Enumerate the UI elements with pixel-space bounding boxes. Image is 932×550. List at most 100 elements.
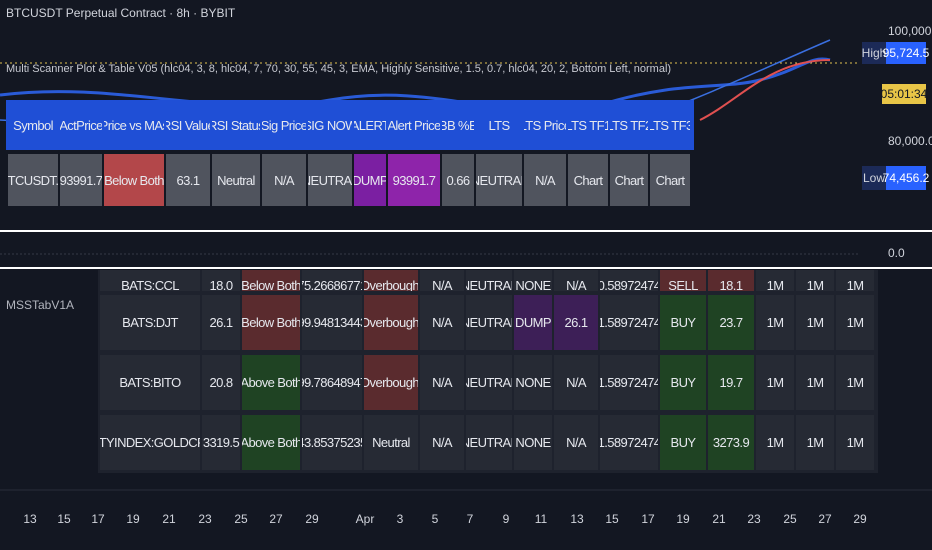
table-cell: 93991.7: [60, 154, 102, 206]
table-cell: 0.58972474: [600, 270, 658, 291]
countdown: 05:01:34: [881, 84, 927, 104]
table-cell: CITYINDEX:GOLDCFD: [100, 415, 200, 470]
x-tick-label: 9: [502, 512, 510, 526]
header-cell: LTS: [488, 117, 510, 133]
table-cell: NONE: [514, 415, 552, 470]
table-cell: 1M: [756, 415, 794, 470]
table-cell: DUMP: [514, 295, 552, 350]
header-cell: Alert Price: [388, 117, 440, 133]
table-cell: 1M: [756, 295, 794, 350]
x-tick-label: 15: [605, 512, 619, 526]
x-tick-label: 29: [305, 512, 319, 526]
table-cell: 99.78648947: [302, 355, 362, 410]
table-cell: NEUTRAL: [308, 154, 352, 206]
table-cell: 18.1: [708, 270, 754, 291]
table-cell: 1M: [796, 295, 834, 350]
header-cell: LTS TF2: [610, 117, 648, 133]
table-cell: 1M: [836, 415, 874, 470]
low-value: 74,456.2: [883, 166, 929, 190]
table-cell: NEUTRAL: [466, 295, 512, 350]
table-cell: N/A: [420, 355, 464, 410]
x-tick-label: 25: [783, 512, 797, 526]
price-tick: 80,000.0: [888, 134, 932, 148]
header-cell: SIG NOW: [308, 117, 352, 133]
x-tick-label: 17: [91, 512, 105, 526]
table-header-bg: [6, 100, 694, 150]
x-tick-label: 17: [641, 512, 655, 526]
table-cell: 75.26686771: [302, 270, 362, 291]
header-cell: LTS Price: [524, 117, 566, 133]
pane-axis: 0.0: [888, 246, 905, 260]
header-cell: LTS TF1: [568, 117, 608, 133]
table-cell: NEUTRAL: [466, 270, 512, 291]
x-tick-label: 27: [818, 512, 832, 526]
table-cell: DUMP: [354, 154, 386, 206]
table-cell: 1.58972474: [600, 355, 658, 410]
table-cell: NONE: [514, 355, 552, 410]
x-tick-label: 29: [853, 512, 867, 526]
header-cell: Symbol: [13, 117, 53, 133]
chart-title: BTCUSDT Perpetual Contract · 8h · BYBIT: [6, 6, 236, 20]
table-cell: Above Both: [242, 355, 300, 410]
x-tick-label: 13: [23, 512, 37, 526]
price-tick: 100,000.0: [888, 24, 932, 38]
table-cell: NEUTRAL: [466, 355, 512, 410]
table-cell: 3319.5: [202, 415, 240, 470]
x-tick-label: 23: [198, 512, 212, 526]
table-cell: N/A: [420, 295, 464, 350]
table-cell: Below Both: [242, 270, 300, 291]
table-cell: 63.1: [166, 154, 210, 206]
table-cell: 3273.9: [708, 415, 754, 470]
header-cell: Price vs MAs: [104, 117, 164, 133]
table-cell: 1M: [836, 355, 874, 410]
table-cell: SELL: [660, 270, 706, 291]
table-cell: Neutral: [212, 154, 260, 206]
x-tick-label: 19: [676, 512, 690, 526]
x-tick-label: 21: [712, 512, 726, 526]
table-cell: NONE: [514, 270, 552, 291]
table-cell: 1M: [836, 270, 874, 291]
x-tick-label: 3: [396, 512, 404, 526]
table-cell: 26.1: [554, 295, 598, 350]
table-cell: BATS:DJT: [100, 295, 200, 350]
x-tick-label: Apr: [355, 512, 375, 526]
header-cell: RSI Status: [212, 117, 260, 133]
table-cell: 1M: [796, 415, 834, 470]
table-cell: Overbought: [364, 355, 418, 410]
table-cell: 1.58972474: [600, 415, 658, 470]
table-cell: Overbought: [364, 295, 418, 350]
x-tick-label: 5: [431, 512, 439, 526]
table-cell: 93991.7: [388, 154, 440, 206]
header-cell: Sig Price: [262, 117, 306, 133]
indicator-label: Multi Scanner Plot & Table V05 (hlc04, 3…: [6, 63, 672, 75]
table-cell: N/A: [554, 415, 598, 470]
x-tick-label: 15: [57, 512, 71, 526]
x-tick-label: 27: [269, 512, 283, 526]
table-cell: Neutral: [364, 415, 418, 470]
table-cell: BUY: [660, 355, 706, 410]
header-cell: ActPrice: [60, 117, 102, 133]
table-cell: 1.58972474: [600, 295, 658, 350]
table-cell: BTCUSDT.P: [8, 154, 58, 206]
table-cell: N/A: [420, 270, 464, 291]
table-cell: 19.7: [708, 355, 754, 410]
x-tick-label: 23: [747, 512, 761, 526]
x-tick-label: 21: [162, 512, 176, 526]
table-cell: 23.7: [708, 295, 754, 350]
header-cell: RSI Value: [166, 117, 210, 133]
table-cell: N/A: [554, 355, 598, 410]
table-cell: N/A: [420, 415, 464, 470]
table-cell: 1M: [756, 270, 794, 291]
header-cell: BB %B: [442, 117, 474, 133]
table-cell: Below Both: [104, 154, 164, 206]
table-cell: 18.0: [202, 270, 240, 291]
table-cell: 99.94813443: [302, 295, 362, 350]
table-cell: N/A: [262, 154, 306, 206]
table-cell: NEUTRAL: [476, 154, 522, 206]
table-cell: NEUTRAL: [466, 415, 512, 470]
ma-line-red: [699, 59, 831, 121]
table-cell: 43.85375235: [302, 415, 362, 470]
table-cell: Chart: [610, 154, 648, 206]
high-value: 95,724.5: [883, 42, 929, 64]
table-cell: 1M: [836, 295, 874, 350]
